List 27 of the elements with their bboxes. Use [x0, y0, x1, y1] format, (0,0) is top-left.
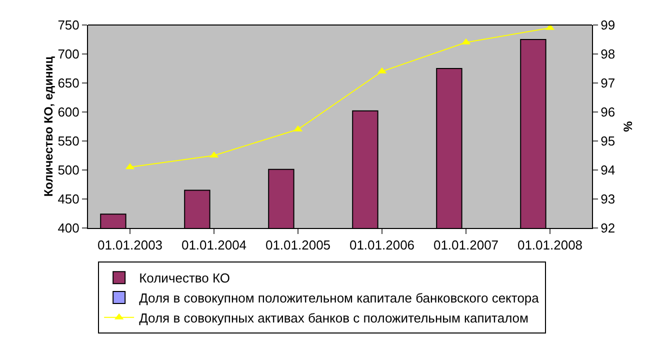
y-axis-title: Количество КО, единиц — [42, 56, 56, 197]
y-tick-label: 600 — [58, 104, 80, 120]
y-tick-label: 400 — [58, 220, 80, 236]
y2-tick-label: 98 — [600, 46, 616, 62]
y-tick-label: 750 — [58, 18, 80, 33]
y2-axis-title: % — [621, 120, 635, 132]
x-tick-label: 01.01.2007 — [433, 238, 499, 253]
x-tick-label: 01.01.2008 — [517, 238, 583, 253]
y2-tick-label: 97 — [600, 76, 616, 91]
y2-tick-label: 95 — [600, 134, 616, 149]
legend-label: Количество КО — [139, 270, 230, 286]
x-tick-label: 01.01.2005 — [265, 238, 331, 253]
y2-tick-label: 96 — [600, 104, 616, 120]
y-tick-label: 650 — [58, 76, 80, 91]
y2-tick-label: 94 — [600, 162, 616, 178]
y2-tick-label: 99 — [600, 18, 616, 33]
x-tick-label: 01.01.2004 — [181, 238, 247, 253]
y-tick-label: 500 — [58, 162, 80, 178]
legend-label: Доля в совокупном положительном капитале банковского сектора — [139, 290, 540, 306]
y-tick-label: 700 — [58, 46, 80, 62]
y2-tick-label: 93 — [600, 192, 616, 207]
y2-tick-label: 92 — [600, 220, 616, 236]
y-tick-label: 450 — [58, 192, 80, 207]
x-tick-label: 01.01.2006 — [349, 238, 415, 253]
x-tick-label: 01.01.2003 — [97, 238, 163, 253]
y-tick-label: 550 — [58, 134, 80, 149]
legend-label: Доля в совокупных активах банков с положительным капиталом — [139, 310, 529, 326]
